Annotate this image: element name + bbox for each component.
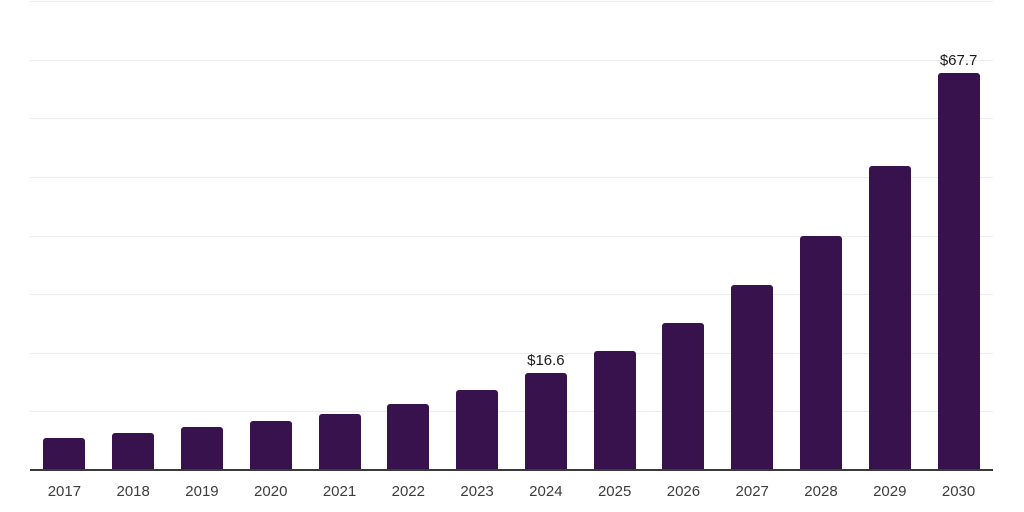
bar-2021 xyxy=(318,414,361,470)
x-tick-label-2024: 2024 xyxy=(529,483,563,500)
x-tick-label-2018: 2018 xyxy=(116,483,150,500)
gridline-70 xyxy=(30,59,993,61)
x-tick-label-2030: 2030 xyxy=(941,483,976,500)
x-tick-label-2023: 2023 xyxy=(460,483,494,500)
bar-2017 xyxy=(43,437,86,470)
bar-2028 xyxy=(800,235,843,470)
plot-area: $16.6 $67.7 xyxy=(30,1,993,470)
x-tick-label-2028: 2028 xyxy=(804,483,838,500)
gridline-10 xyxy=(30,411,993,413)
bar-2019 xyxy=(180,426,223,470)
x-tick-label-2022: 2022 xyxy=(391,483,425,500)
x-tick-label-2017: 2017 xyxy=(47,483,82,500)
data-label-2024: $16.6 xyxy=(527,351,565,369)
bar-2023 xyxy=(456,390,499,470)
x-tick-label-2027: 2027 xyxy=(735,483,769,500)
gridline-80 xyxy=(30,1,993,2)
x-tick-label-2025: 2025 xyxy=(597,483,632,500)
x-axis-line xyxy=(30,469,993,471)
x-tick-label-2020: 2020 xyxy=(254,483,288,500)
x-axis-tick-labels: 2017 2018 2019 2020 2021 2022 2023 2024 2025 2026… xyxy=(30,481,993,503)
bar-2024 xyxy=(524,372,567,470)
bar-2027 xyxy=(731,285,774,470)
bar-2018 xyxy=(112,433,155,470)
bar-2022 xyxy=(387,403,430,470)
bar-2030 xyxy=(937,73,980,470)
gridline-40 xyxy=(30,235,993,237)
bar-2026 xyxy=(662,323,705,470)
data-label-2030: $67.7 xyxy=(939,52,978,70)
bar-2025 xyxy=(593,351,636,470)
x-tick-label-2026: 2026 xyxy=(666,483,701,500)
gridline-60 xyxy=(30,118,993,120)
gridline-50 xyxy=(30,176,993,178)
x-tick-label-2021: 2021 xyxy=(322,483,357,500)
bar-2020 xyxy=(249,420,292,470)
x-tick-label-2019: 2019 xyxy=(185,483,219,500)
gridline-30 xyxy=(30,294,993,296)
x-tick-label-2029: 2029 xyxy=(873,483,907,500)
gridline-20 xyxy=(30,352,993,354)
bar-2029 xyxy=(868,166,911,470)
